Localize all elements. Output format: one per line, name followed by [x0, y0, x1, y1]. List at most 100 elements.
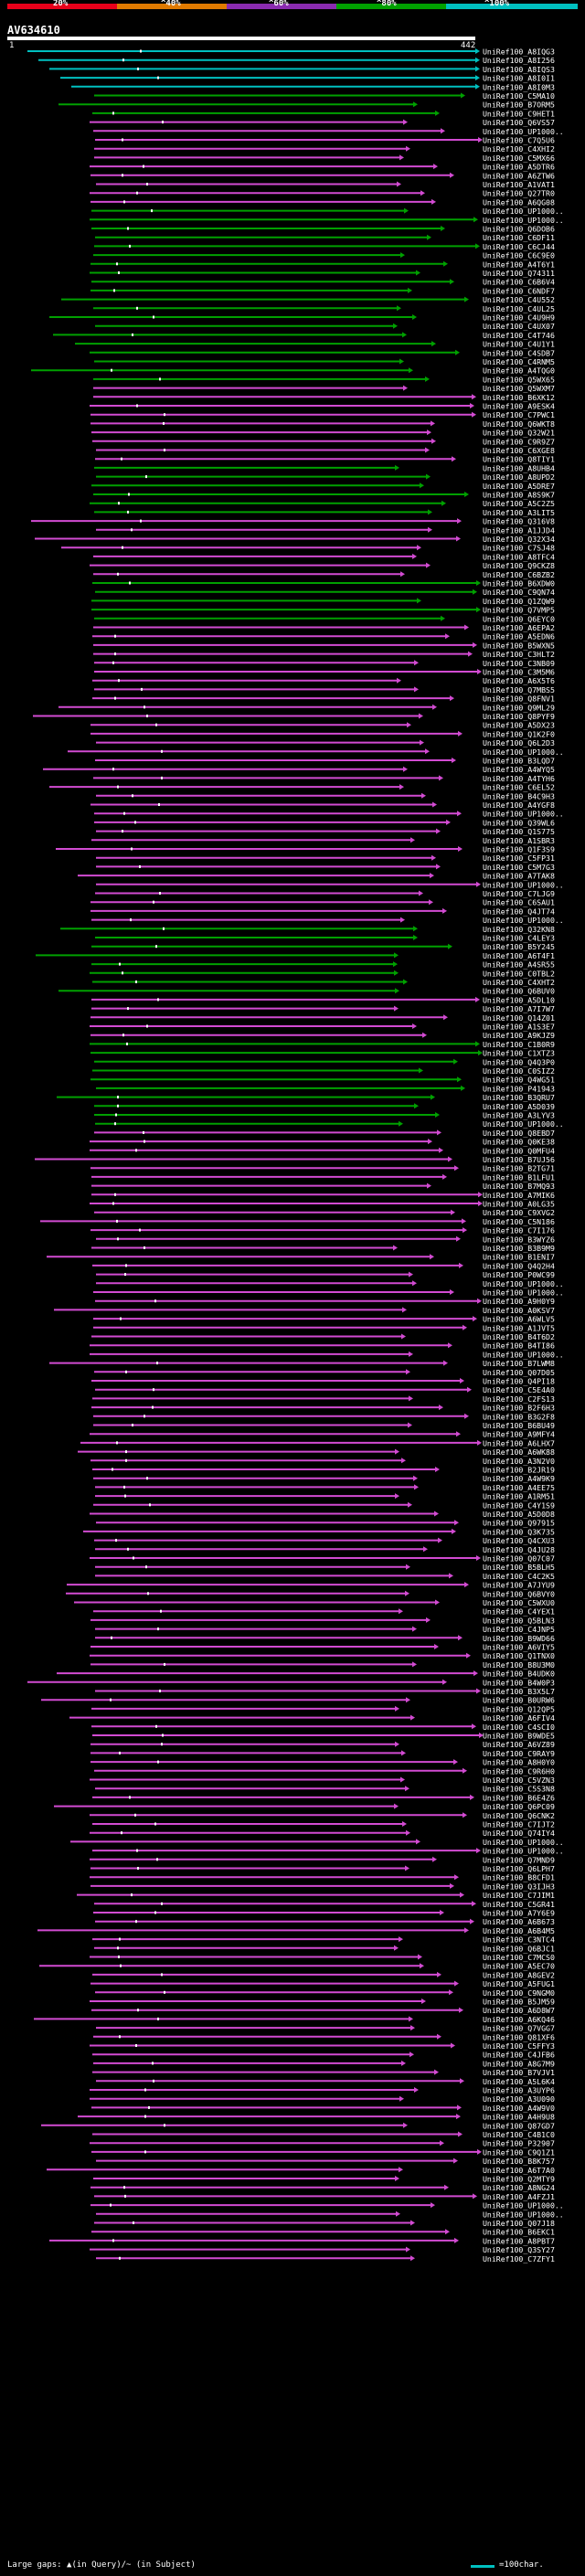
hit-label[interactable]: UniRef100_UP1000..: [483, 207, 564, 216]
hit-label[interactable]: UniRef100_Q4Q3P0: [483, 1057, 555, 1066]
hit-label[interactable]: UniRef100_Q7VMP5: [483, 606, 555, 615]
hit-label[interactable]: UniRef100_B0URW6: [483, 1696, 555, 1705]
hit-label[interactable]: UniRef100_A3LYV3: [483, 1111, 555, 1120]
hit-label[interactable]: UniRef100_A1JVT5: [483, 1323, 555, 1332]
hit-label[interactable]: UniRef100_C7LJG9: [483, 889, 555, 898]
hit-label[interactable]: UniRef100_B9WD66: [483, 1634, 555, 1643]
hit-label[interactable]: UniRef100_B9WDE5: [483, 1732, 555, 1741]
hit-label[interactable]: UniRef100_A6VZ89: [483, 1740, 555, 1749]
hit-label[interactable]: UniRef100_P41943: [483, 1084, 555, 1093]
hit-label[interactable]: UniRef100_C5M7G3: [483, 863, 555, 872]
hit-label[interactable]: UniRef100_A9H0Y9: [483, 1297, 555, 1306]
hit-label[interactable]: UniRef100_C7ZFY1: [483, 2254, 555, 2263]
hit-label[interactable]: UniRef100_B3QRU7: [483, 1093, 555, 1102]
hit-label[interactable]: UniRef100_Q6PC09: [483, 1802, 555, 1811]
hit-label[interactable]: UniRef100_Q4JT74: [483, 906, 555, 916]
hit-label[interactable]: UniRef100_Q6BVY0: [483, 1589, 555, 1598]
hit-label[interactable]: UniRef100_A0LG35: [483, 1200, 555, 1209]
hit-label[interactable]: UniRef100_Q7MBS5: [483, 685, 555, 694]
hit-label[interactable]: UniRef100_Q07J18: [483, 2219, 555, 2228]
hit-label[interactable]: UniRef100_A6EPA2: [483, 623, 555, 632]
hit-label[interactable]: UniRef100_C4Y1S9: [483, 1500, 555, 1510]
hit-label[interactable]: UniRef100_UP1000..: [483, 2201, 564, 2210]
hit-label[interactable]: UniRef100_Q27TR0: [483, 189, 555, 198]
hit-label[interactable]: UniRef100_UP1000..: [483, 916, 564, 925]
hit-label[interactable]: UniRef100_Q12QP5: [483, 1704, 555, 1713]
hit-label[interactable]: UniRef100_A5D039: [483, 1102, 555, 1111]
hit-label[interactable]: UniRef100_A4TQG0: [483, 366, 555, 376]
hit-label[interactable]: UniRef100_A5DX23: [483, 721, 555, 730]
hit-label[interactable]: UniRef100_Q5WXM7: [483, 384, 555, 393]
hit-label[interactable]: UniRef100_Q9ML29: [483, 703, 555, 712]
hit-label[interactable]: UniRef100_Q9CKZ8: [483, 561, 555, 570]
hit-label[interactable]: UniRef100_C4YEX1: [483, 1607, 555, 1617]
hit-label[interactable]: UniRef100_A5DTR6: [483, 163, 555, 172]
hit-label[interactable]: UniRef100_C5VZN3: [483, 1776, 555, 1785]
hit-label[interactable]: UniRef100_C4SCI0: [483, 1723, 555, 1732]
hit-label[interactable]: UniRef100_B6XDW0: [483, 579, 555, 588]
hit-label[interactable]: UniRef100_A8I256: [483, 56, 555, 65]
hit-label[interactable]: UniRef100_B3G2F8: [483, 1412, 555, 1421]
hit-label[interactable]: UniRef100_Q6CNK2: [483, 1811, 555, 1820]
hit-label[interactable]: UniRef100_Q4Q2H4: [483, 1261, 555, 1270]
hit-label[interactable]: UniRef100_A8TFC4: [483, 552, 555, 561]
hit-label[interactable]: UniRef100_UP1000..: [483, 1279, 564, 1288]
hit-label[interactable]: UniRef100_Q6VS57: [483, 118, 555, 127]
hit-label[interactable]: UniRef100_Q32X34: [483, 535, 555, 544]
hit-label[interactable]: UniRef100_Q87GD7: [483, 2121, 555, 2130]
hit-label[interactable]: UniRef100_UP1000..: [483, 880, 564, 889]
hit-label[interactable]: UniRef100_UP1000..: [483, 747, 564, 757]
hit-label[interactable]: UniRef100_B7LWM8: [483, 1359, 555, 1368]
hit-label[interactable]: UniRef100_Q81XF6: [483, 2032, 555, 2041]
hit-label[interactable]: UniRef100_Q316V8: [483, 517, 555, 526]
hit-label[interactable]: UniRef100_A7Y6E9: [483, 1909, 555, 1918]
hit-label[interactable]: UniRef100_A8PBT7: [483, 2236, 555, 2245]
hit-label[interactable]: UniRef100_C7Q5U6: [483, 136, 555, 145]
hit-label[interactable]: UniRef100_A4W9V0: [483, 2104, 555, 2113]
hit-label[interactable]: UniRef100_A4H9U8: [483, 2113, 555, 2122]
hit-label[interactable]: UniRef100_A4T6Y1: [483, 260, 555, 269]
hit-label[interactable]: UniRef100_A8I0I1: [483, 74, 555, 83]
hit-label[interactable]: UniRef100_C9NGM0: [483, 1988, 555, 1998]
hit-label[interactable]: UniRef100_UP1000..: [483, 1288, 564, 1298]
hit-label[interactable]: UniRef100_B8U3M0: [483, 1660, 555, 1670]
hit-label[interactable]: UniRef100_Q74311: [483, 269, 555, 278]
hit-label[interactable]: UniRef100_Q8FNV1: [483, 694, 555, 704]
hit-label[interactable]: UniRef100_Q3SY27: [483, 2245, 555, 2254]
hit-label[interactable]: UniRef100_Q4PI18: [483, 1377, 555, 1386]
hit-label[interactable]: UniRef100_C0SIZ2: [483, 1066, 555, 1076]
hit-label[interactable]: UniRef100_A8UHB4: [483, 463, 555, 472]
hit-label[interactable]: UniRef100_B1ENI7: [483, 1253, 555, 1262]
hit-label[interactable]: UniRef100_A9KJZ9: [483, 1031, 555, 1040]
hit-label[interactable]: UniRef100_B5Y245: [483, 942, 555, 951]
hit-label[interactable]: UniRef100_Q0KE38: [483, 1138, 555, 1147]
hit-label[interactable]: UniRef100_C3M5M6: [483, 668, 555, 677]
hit-label[interactable]: UniRef100_B4W0P3: [483, 1678, 555, 1687]
hit-label[interactable]: UniRef100_Q7MND9: [483, 1855, 555, 1864]
hit-label[interactable]: UniRef100_C5WXU0: [483, 1598, 555, 1607]
hit-label[interactable]: UniRef100_A6B4M5: [483, 1926, 555, 1935]
hit-label[interactable]: UniRef100_C4U9H9: [483, 313, 555, 323]
hit-label[interactable]: UniRef100_A6D8W7: [483, 2006, 555, 2015]
hit-label[interactable]: UniRef100_Q39WL6: [483, 818, 555, 827]
hit-label[interactable]: UniRef100_B3X5L7: [483, 1687, 555, 1696]
hit-label[interactable]: UniRef100_C4T746: [483, 331, 555, 340]
hit-label[interactable]: UniRef100_A1S3E7: [483, 1023, 555, 1032]
hit-label[interactable]: UniRef100_A7I7W7: [483, 1004, 555, 1013]
hit-label[interactable]: UniRef100_A8NG24: [483, 2183, 555, 2192]
hit-label[interactable]: UniRef100_Q5WX65: [483, 375, 555, 384]
hit-label[interactable]: UniRef100_C0TBL2: [483, 969, 555, 978]
hit-label[interactable]: UniRef100_Q2MTY9: [483, 2175, 555, 2184]
hit-label[interactable]: UniRef100_C5MA10: [483, 91, 555, 101]
hit-label[interactable]: UniRef100_C5FFY3: [483, 2041, 555, 2051]
hit-label[interactable]: UniRef100_B3B9M9: [483, 1244, 555, 1253]
hit-label[interactable]: UniRef100_C4UX07: [483, 322, 555, 331]
hit-label[interactable]: UniRef100_A6QG08: [483, 197, 555, 207]
hit-label[interactable]: UniRef100_A8I0M3: [483, 82, 555, 91]
hit-label[interactable]: UniRef100_B4C9H3: [483, 791, 555, 800]
hit-label[interactable]: UniRef100_A5DRE7: [483, 482, 555, 491]
hit-label[interactable]: UniRef100_Q1TNX0: [483, 1651, 555, 1660]
hit-label[interactable]: UniRef100_UP1000..: [483, 1838, 564, 1847]
hit-label[interactable]: UniRef100_B7VJV1: [483, 2068, 555, 2077]
hit-label[interactable]: UniRef100_B1LFU1: [483, 1172, 555, 1182]
